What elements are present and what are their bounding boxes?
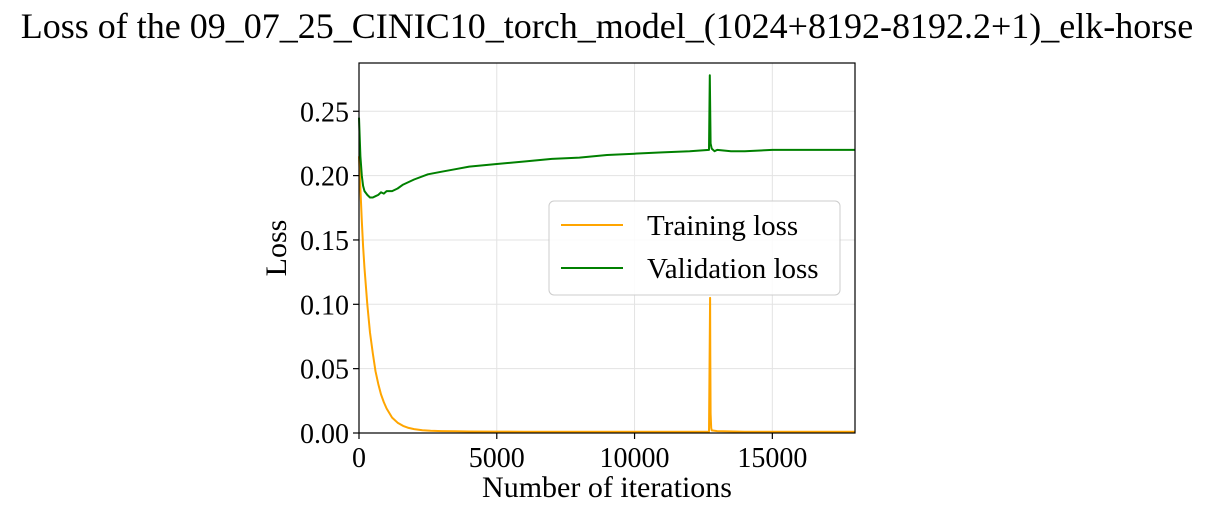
legend-label-training: Training loss <box>647 210 798 242</box>
x-tick-label: 0 <box>352 443 366 474</box>
x-axis-label: Number of iterations <box>482 471 732 504</box>
y-tick-label: 0.05 <box>300 355 349 386</box>
y-axis-label: Loss <box>260 220 293 277</box>
legend: Training loss Validation loss <box>548 200 841 296</box>
training-loss-line <box>358 156 855 433</box>
y-tick-label: 0.25 <box>300 97 349 128</box>
y-tick-label: 0.15 <box>300 226 349 257</box>
y-tick-label: 0.10 <box>300 290 349 321</box>
x-tick-label: 15000 <box>737 443 807 474</box>
series-layer <box>358 74 855 433</box>
x-tick-label: 5000 <box>469 443 525 474</box>
y-axis: 0.00 0.05 0.10 0.15 0.20 0.25 <box>300 97 359 450</box>
legend-label-validation: Validation loss <box>647 253 819 285</box>
validation-loss-line <box>358 74 855 199</box>
x-tick-label: 10000 <box>600 443 670 474</box>
x-axis: 0 5000 10000 15000 <box>352 433 807 474</box>
y-tick-label: 0.00 <box>300 419 349 450</box>
chart-title: Loss of the 09_07_25_CINIC10_torch_model… <box>21 6 1193 46</box>
plot-frame <box>358 62 856 434</box>
y-tick-label: 0.20 <box>300 162 349 193</box>
